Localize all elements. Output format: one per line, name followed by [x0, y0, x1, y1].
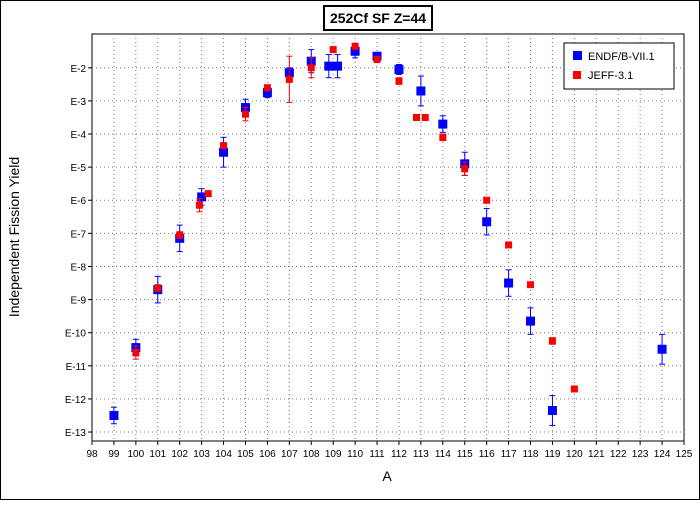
x-tick-label: 100	[128, 449, 145, 460]
data-point	[413, 113, 421, 121]
data-point	[439, 133, 447, 141]
data-point	[504, 278, 514, 288]
data-point	[132, 349, 140, 357]
data-point	[219, 147, 229, 157]
data-point	[482, 217, 492, 227]
x-tick-label: 120	[566, 449, 583, 460]
data-point	[526, 316, 536, 326]
data-point	[333, 61, 343, 71]
data-point	[527, 281, 535, 289]
data-point	[657, 344, 667, 354]
data-point	[324, 61, 334, 71]
y-tick-label: E-11	[66, 362, 87, 373]
y-tick-label: E-9	[70, 296, 86, 307]
x-tick-label: 118	[523, 449, 539, 460]
data-point	[241, 110, 249, 118]
y-tick-label: E-5	[70, 163, 86, 174]
y-tick-label: E-10	[65, 329, 87, 340]
y-tick-label: E-12	[65, 395, 87, 406]
data-point	[548, 337, 556, 345]
y-tick-label: E-3	[70, 97, 86, 108]
x-tick-label: 112	[391, 449, 407, 460]
data-point	[395, 77, 403, 85]
y-tick-label: E-13	[65, 428, 87, 439]
x-tick-label: 107	[281, 449, 298, 460]
x-tick-label: 119	[544, 449, 560, 460]
x-tick-label: 102	[171, 449, 188, 460]
data-point	[438, 119, 448, 129]
data-point	[176, 231, 184, 239]
x-tick-label: 122	[610, 449, 627, 460]
data-point	[505, 241, 513, 249]
data-point	[461, 165, 469, 173]
data-point	[329, 46, 337, 54]
data-point	[394, 64, 404, 74]
y-tick-label: E-4	[70, 130, 86, 141]
data-point	[220, 142, 228, 150]
x-tick-label: 109	[325, 449, 342, 460]
legend-label-endf: ENDF/B-VII.1	[588, 51, 655, 63]
x-tick-label: 121	[588, 449, 605, 460]
data-point	[421, 113, 429, 121]
data-point	[263, 84, 271, 92]
x-tick-label: 114	[435, 449, 451, 460]
y-tick-label: E-7	[70, 229, 86, 240]
axis-ticks: 98 99 100 101 102 103 104 105 106 107 108 109 110 111…	[65, 64, 693, 460]
data-point	[154, 284, 162, 292]
legend-label-jeff: JEFF-3.1	[588, 70, 633, 82]
legend-box	[563, 42, 675, 90]
data-point	[109, 410, 119, 420]
x-tick-label: 103	[193, 449, 210, 460]
data-point	[350, 46, 360, 56]
data-point	[483, 196, 491, 204]
x-tick-label: 123	[632, 449, 649, 460]
chart-title-box: 252Cf SF Z=44	[323, 5, 433, 31]
y-axis-title: Independent Fission Yield	[6, 157, 22, 317]
data-point	[204, 190, 212, 198]
x-tick-label: 125	[676, 449, 693, 460]
x-tick-label: 117	[501, 449, 517, 460]
legend-swatch-endf	[573, 51, 582, 60]
data-point	[285, 75, 293, 83]
data-point	[547, 406, 557, 416]
data-point	[307, 64, 315, 72]
data-point	[570, 385, 578, 393]
chart-title: 252Cf SF Z=44	[330, 10, 426, 26]
x-tick-label: 110	[347, 449, 363, 460]
x-tick-label: 104	[215, 449, 232, 460]
y-tick-label: E-6	[70, 196, 86, 207]
data-point	[195, 201, 203, 209]
y-tick-label: E-2	[70, 64, 86, 75]
series-jeff	[132, 42, 578, 393]
legend-swatch-jeff	[573, 71, 581, 79]
x-tick-label: 108	[303, 449, 320, 460]
data-point	[262, 88, 272, 98]
x-tick-label: 105	[237, 449, 254, 460]
x-tick-label: 99	[108, 449, 120, 460]
x-tick-label: 116	[479, 449, 495, 460]
legend: ENDF/B-VII.1 JEFF-3.1	[563, 42, 675, 90]
x-tick-label: 124	[654, 449, 671, 460]
grid-lines	[92, 34, 684, 441]
x-tick-label: 106	[259, 449, 276, 460]
data-point	[351, 42, 359, 50]
data-point	[373, 56, 381, 64]
x-tick-label: 101	[149, 449, 166, 460]
data-point	[416, 86, 426, 96]
x-tick-label: 113	[413, 449, 429, 460]
data-series	[109, 42, 667, 426]
x-tick-label: 98	[86, 449, 98, 460]
x-axis-title: A	[382, 468, 392, 484]
x-tick-label: 111	[369, 449, 385, 460]
y-tick-label: E-8	[70, 262, 86, 273]
plot-area	[91, 33, 685, 442]
data-point	[197, 192, 207, 202]
x-tick-label: 115	[457, 449, 473, 460]
